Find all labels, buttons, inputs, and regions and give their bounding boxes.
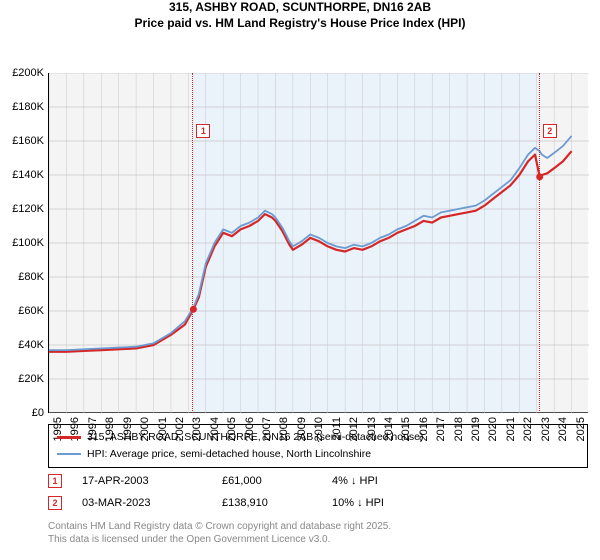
legend-swatch xyxy=(57,453,81,456)
footnote-line1: Contains HM Land Registry data © Crown c… xyxy=(48,520,391,533)
marker-dot xyxy=(536,174,543,181)
y-tick-label: £180K xyxy=(0,101,44,113)
y-tick-label: £60K xyxy=(0,305,44,317)
marker-price: £138,910 xyxy=(222,497,332,509)
legend-swatch xyxy=(57,436,81,439)
legend-label: HPI: Average price, semi-detached house,… xyxy=(87,446,371,463)
marker-delta: 10% ↓ HPI xyxy=(332,497,384,509)
marker-number-box: 2 xyxy=(48,496,62,510)
marker-dot xyxy=(190,306,197,313)
footnote: Contains HM Land Registry data © Crown c… xyxy=(48,520,391,546)
y-tick-label: £140K xyxy=(0,169,44,181)
marker-guideline xyxy=(539,73,540,413)
marker-table-row: 2 03-MAR-2023£138,91010% ↓ HPI xyxy=(48,492,384,514)
legend-label: 315, ASHBY ROAD, SCUNTHORPE, DN16 2AB (s… xyxy=(87,429,424,446)
marker-price: £61,000 xyxy=(222,475,332,487)
legend-row: 315, ASHBY ROAD, SCUNTHORPE, DN16 2AB (s… xyxy=(57,429,579,446)
y-tick-label: £100K xyxy=(0,237,44,249)
marker-table: 1 17-APR-2003£61,0004% ↓ HPI 2 03-MAR-2023£… xyxy=(48,470,384,514)
y-tick-label: £160K xyxy=(0,135,44,147)
marker-table-row: 1 17-APR-2003£61,0004% ↓ HPI xyxy=(48,470,384,492)
chart-svg xyxy=(49,73,589,413)
title-line2: Price paid vs. HM Land Registry's House … xyxy=(0,16,600,32)
legend: 315, ASHBY ROAD, SCUNTHORPE, DN16 2AB (s… xyxy=(48,424,588,468)
marker-date: 17-APR-2003 xyxy=(82,475,222,487)
y-tick-label: £20K xyxy=(0,373,44,385)
marker-guideline xyxy=(192,73,193,413)
y-tick-label: £120K xyxy=(0,203,44,215)
y-tick-label: £80K xyxy=(0,271,44,283)
y-tick-label: £0 xyxy=(0,407,44,419)
y-tick-label: £40K xyxy=(0,339,44,351)
marker-delta: 4% ↓ HPI xyxy=(332,475,378,487)
marker-date: 03-MAR-2023 xyxy=(82,497,222,509)
marker-callout: 1 xyxy=(196,124,210,138)
title-line1: 315, ASHBY ROAD, SCUNTHORPE, DN16 2AB xyxy=(0,0,600,16)
legend-row: HPI: Average price, semi-detached house,… xyxy=(57,446,579,463)
marker-number-box: 1 xyxy=(48,474,62,488)
marker-callout: 2 xyxy=(543,124,557,138)
footnote-line2: This data is licensed under the Open Gov… xyxy=(48,533,391,546)
plot-area xyxy=(48,73,588,413)
y-tick-label: £200K xyxy=(0,67,44,79)
chart-title: 315, ASHBY ROAD, SCUNTHORPE, DN16 2AB Pr… xyxy=(0,0,600,31)
